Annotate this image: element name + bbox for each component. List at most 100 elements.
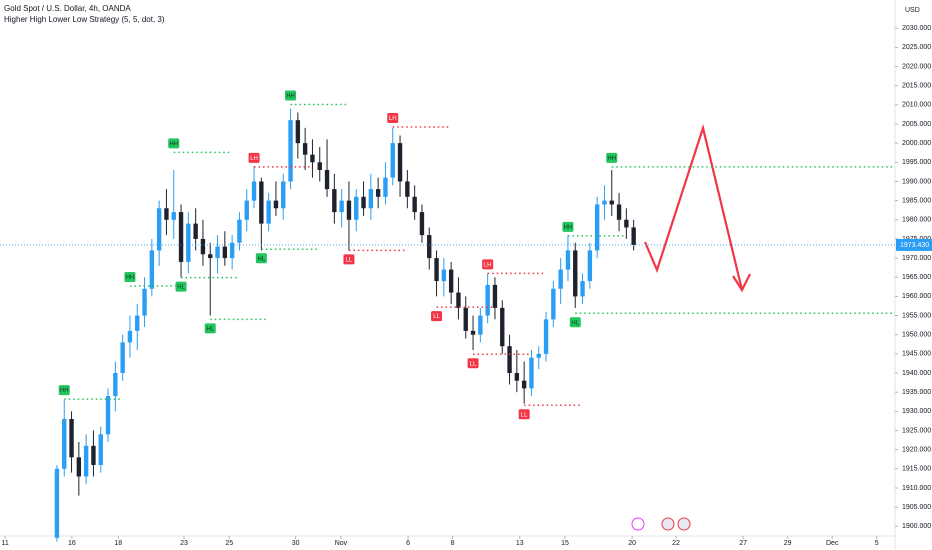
pivot-badge [562, 221, 574, 232]
pivot-badge [606, 152, 618, 163]
x-tick-label: 15 [561, 540, 569, 547]
pivot-badge [387, 113, 399, 124]
y-tick-label: 1900.000 [902, 523, 931, 530]
candle-body [573, 250, 578, 297]
y-tick-label: 1930.000 [902, 408, 931, 415]
candle-body [149, 250, 155, 289]
x-tick-label: 23 [180, 540, 188, 547]
y-tick-label: 1960.000 [902, 293, 931, 300]
x-tick-label: 27 [739, 540, 747, 547]
candle-body [536, 353, 541, 358]
candle-body [171, 212, 176, 220]
candle-body [609, 200, 614, 205]
candle-body [456, 292, 461, 308]
x-tick-label: Dec [826, 540, 839, 547]
candle-body [186, 223, 191, 262]
candle-body [631, 227, 636, 245]
pivot-label: HH [564, 225, 573, 231]
pivot-label: LL [521, 412, 528, 418]
candle-body [251, 181, 257, 201]
candle-body [551, 288, 556, 320]
y-tick-label: 2010.000 [902, 102, 931, 109]
y-tick-label: 1915.000 [902, 466, 931, 473]
pivot-label: HH [60, 388, 69, 394]
event-flag-icon[interactable] [661, 517, 675, 531]
candle-body [222, 246, 228, 259]
candle-body [397, 143, 403, 182]
y-tick-label: 1945.000 [902, 351, 931, 358]
candle-body [565, 250, 571, 270]
candle-body [324, 169, 330, 190]
last-price-badge [896, 238, 932, 251]
pivot-label: HL [177, 285, 185, 291]
candle-body [485, 284, 490, 316]
y-tick-label: 1940.000 [902, 370, 931, 377]
pivot-label: HL [206, 326, 214, 332]
x-tick-label: 30 [292, 540, 300, 547]
candle-body [448, 269, 454, 293]
candle-body [521, 380, 527, 389]
candle-body [463, 307, 468, 331]
y-tick-label: 2005.000 [902, 121, 931, 128]
y-tick-label: 1990.000 [902, 178, 931, 185]
candle-body [113, 373, 118, 397]
candle-body [492, 284, 498, 308]
x-tick-label: 8 [451, 540, 455, 547]
candle-body [529, 357, 534, 389]
x-tick-label: 22 [672, 540, 680, 547]
candle-body [441, 269, 447, 282]
x-tick-label: 29 [784, 540, 792, 547]
candle-body [244, 200, 249, 220]
pivot-label: LH [389, 116, 397, 122]
candle-body [405, 181, 410, 197]
x-tick-label: 18 [114, 540, 122, 547]
y-tick-label: 1925.000 [902, 427, 931, 434]
pivot-label: HH [169, 141, 178, 147]
event-flag-icon[interactable] [677, 517, 691, 531]
candle-body [470, 330, 476, 335]
event-icon[interactable] [631, 517, 645, 531]
y-tick-label: 1950.000 [902, 332, 931, 339]
candle-body [427, 235, 432, 259]
y-tick-label: 1955.000 [902, 312, 931, 319]
x-tick-label: 20 [628, 540, 636, 547]
candle-body [62, 418, 67, 469]
pivot-badge [175, 281, 187, 292]
candle-body [120, 342, 125, 374]
candle-body [273, 200, 279, 209]
pivot-badge [168, 138, 180, 149]
y-tick-label: 2020.000 [902, 63, 931, 70]
candle-body [237, 219, 242, 243]
pivot-badge [255, 253, 267, 264]
candle-body [543, 319, 549, 354]
pivot-badge [467, 358, 479, 369]
y-tick-label: 1935.000 [902, 389, 931, 396]
candle-body [193, 223, 198, 239]
candle-body [332, 189, 337, 213]
currency-label: USD [905, 7, 920, 14]
candle-body [69, 418, 74, 458]
x-tick-label: 5 [875, 540, 879, 547]
pivot-badge [518, 409, 530, 420]
candle-body [478, 315, 483, 335]
pivot-badge [58, 385, 70, 396]
candle-body [98, 434, 103, 465]
candle-body [135, 315, 140, 331]
y-tick-label: 1995.000 [902, 159, 931, 166]
chart-title: Gold Spot / U.S. Dollar, 4h, OANDA [4, 4, 131, 13]
candle-body [76, 457, 82, 477]
candle-body [156, 208, 162, 251]
pivot-badge [204, 323, 216, 334]
y-tick-label: 1970.000 [902, 255, 931, 262]
pivot-badge [569, 317, 581, 328]
candle-body [164, 208, 169, 220]
y-tick-label: 1965.000 [902, 274, 931, 281]
pivot-badge [343, 254, 355, 265]
candle-body [127, 330, 133, 343]
x-tick-label: 11 [1, 540, 8, 547]
candle-body [281, 181, 286, 209]
pivot-label: HH [286, 94, 295, 100]
candle-body [346, 200, 352, 220]
candle-body [200, 238, 206, 255]
